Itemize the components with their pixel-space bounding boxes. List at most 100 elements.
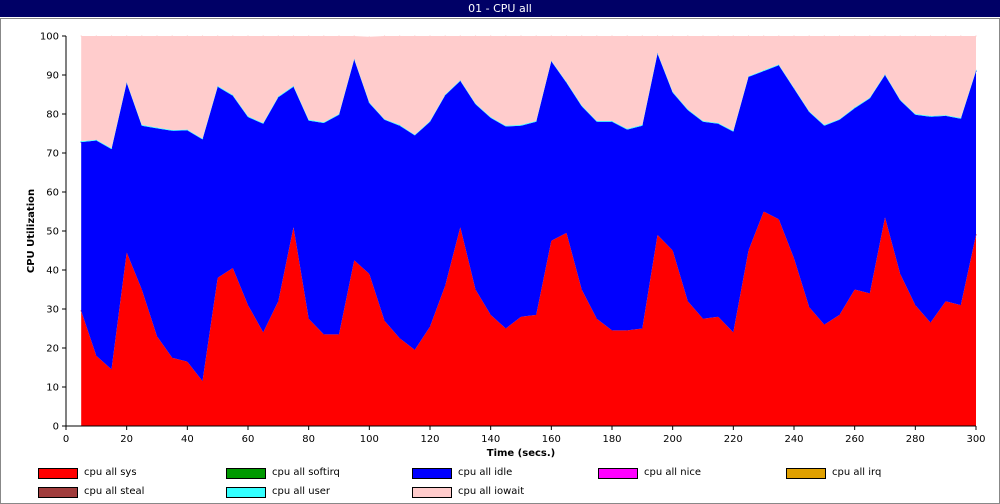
legend-item: cpu all steal — [38, 486, 144, 500]
data-point-cpu-all-iowait — [884, 35, 886, 37]
data-point-cpu-all-iowait — [672, 35, 674, 37]
data-point-cpu-all-iowait — [247, 35, 249, 37]
x-axis-title: Time (secs.) — [487, 448, 556, 459]
y-axis-title: CPU Utilization — [26, 189, 37, 273]
data-point-cpu-all-iowait — [414, 35, 416, 37]
y-tick-label: 10 — [46, 383, 59, 394]
x-tick-label: 200 — [663, 434, 682, 445]
legend-swatch — [412, 467, 452, 479]
legend-label: cpu all iowait — [458, 486, 525, 497]
data-point-cpu-all-iowait — [838, 35, 841, 37]
data-point-cpu-all-iowait — [975, 35, 977, 37]
data-point-cpu-all-iowait — [596, 35, 598, 37]
data-point-cpu-all-iowait — [368, 36, 370, 38]
legend-label: cpu all idle — [458, 467, 513, 478]
data-point-cpu-all-iowait — [899, 35, 901, 37]
window-title: 01 - CPU all — [0, 0, 1000, 18]
data-point-cpu-all-iowait — [383, 35, 386, 37]
legend-item: cpu all nice — [598, 467, 701, 481]
data-point-cpu-all-iowait — [763, 35, 765, 37]
legend-swatch — [226, 486, 266, 498]
x-tick-label: 60 — [242, 434, 255, 445]
x-tick-label: 240 — [784, 434, 803, 445]
data-point-cpu-all-iowait — [550, 35, 552, 37]
data-point-cpu-all-iowait — [823, 35, 825, 37]
x-tick-label: 280 — [906, 434, 925, 445]
data-point-cpu-all-iowait — [535, 35, 537, 37]
legend-item: cpu all irq — [786, 467, 881, 481]
legend-item: cpu all idle — [412, 467, 512, 481]
legend-item: cpu all iowait — [412, 486, 524, 500]
x-tick-label: 180 — [602, 434, 621, 445]
x-tick-label: 260 — [845, 434, 864, 445]
x-tick-label: 40 — [181, 434, 194, 445]
x-tick-label: 160 — [542, 434, 561, 445]
data-point-cpu-all-iowait — [338, 35, 340, 37]
data-point-cpu-all-iowait — [399, 35, 401, 37]
data-point-cpu-all-iowait — [854, 35, 856, 37]
data-point-cpu-all-sys — [732, 331, 734, 333]
legend-item: cpu all softirq — [226, 467, 340, 481]
data-point-cpu-all-iowait — [869, 35, 871, 37]
x-tick-label: 220 — [724, 434, 743, 445]
legend-swatch — [598, 467, 638, 479]
x-tick-label: 140 — [481, 434, 500, 445]
data-point-cpu-all-iowait — [277, 35, 279, 37]
data-point-cpu-all-iowait — [778, 35, 780, 37]
data-point-cpu-all-iowait — [793, 35, 795, 37]
data-point-cpu-all-iowait — [459, 35, 461, 37]
legend-swatch — [38, 486, 78, 498]
data-point-cpu-all-iowait — [262, 35, 264, 37]
series-area-cpu-all-iowait — [81, 36, 976, 149]
cpu-utilization-chart: 0 10 20 30 40 50 60 70 80 90 100 0 20 40 60 80 100 120 140… — [26, 32, 986, 460]
data-point-cpu-all-iowait — [687, 35, 689, 37]
data-point-cpu-all-iowait — [308, 35, 310, 37]
data-point-cpu-all-iowait — [80, 35, 82, 37]
data-point-cpu-all-iowait — [914, 35, 916, 37]
y-tick-label: 50 — [46, 227, 59, 238]
data-point-cpu-all-iowait — [808, 35, 810, 37]
data-point-cpu-all-iowait — [929, 35, 932, 37]
x-tick-label: 100 — [360, 434, 379, 445]
y-tick-label: 40 — [46, 266, 59, 277]
data-point-cpu-all-iowait — [156, 35, 158, 37]
data-point-cpu-all-iowait — [353, 35, 355, 37]
data-point-cpu-all-iowait — [611, 35, 613, 37]
area-series-group — [80, 35, 977, 426]
y-tick-label: 20 — [46, 344, 59, 355]
y-tick-label: 100 — [40, 32, 59, 43]
legend-label: cpu all softirq — [272, 467, 340, 478]
y-tick-label: 90 — [46, 71, 59, 82]
data-point-cpu-all-iowait — [201, 35, 204, 37]
data-point-cpu-all-iowait — [960, 35, 962, 37]
legend-label: cpu all sys — [84, 467, 137, 478]
data-point-cpu-all-iowait — [626, 35, 628, 37]
x-tick-label: 0 — [63, 434, 69, 445]
y-tick-label: 0 — [53, 422, 59, 433]
axes-group: 0 10 20 30 40 50 60 70 80 90 100 0 20 40 60 80 100 120 140… — [40, 32, 986, 446]
data-point-cpu-all-iowait — [126, 35, 128, 37]
data-point-cpu-all-iowait — [581, 35, 583, 37]
series-area-cpu-all-sys — [81, 211, 976, 426]
data-point-cpu-all-iowait — [717, 35, 719, 37]
legend-swatch — [412, 486, 452, 498]
data-point-cpu-all-iowait — [520, 35, 522, 37]
x-tick-label: 80 — [302, 434, 315, 445]
data-point-cpu-all-iowait — [186, 35, 188, 37]
x-tick-label: 120 — [420, 434, 439, 445]
legend-label: cpu all nice — [644, 467, 701, 478]
data-point-cpu-all-iowait — [217, 35, 219, 37]
x-tick-label: 20 — [120, 434, 133, 445]
data-point-cpu-all-iowait — [747, 35, 750, 37]
data-point-cpu-all-iowait — [474, 35, 477, 37]
legend-swatch — [786, 467, 826, 479]
data-point-cpu-all-iowait — [292, 35, 295, 37]
data-point-cpu-all-iowait — [141, 35, 143, 37]
data-point-cpu-all-iowait — [444, 35, 446, 37]
data-point-cpu-all-iowait — [171, 35, 173, 37]
legend-item: cpu all sys — [38, 467, 137, 481]
data-point-cpu-all-iowait — [110, 35, 113, 37]
x-tick-label: 300 — [966, 434, 985, 445]
data-point-cpu-all-iowait — [656, 35, 659, 37]
legend-label: cpu all user — [272, 486, 331, 497]
